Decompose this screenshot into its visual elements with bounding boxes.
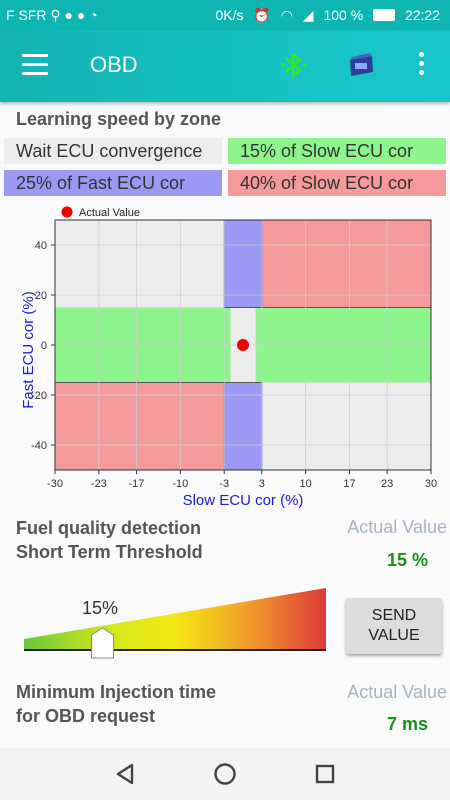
send-label-line2: VALUE <box>368 627 420 644</box>
send-value-button[interactable]: SEND VALUE <box>346 598 442 654</box>
clock: 22:22 <box>404 7 440 23</box>
data-point <box>237 339 249 351</box>
zone-rect <box>224 220 262 308</box>
min-injection-title-line1: Minimum Injection time <box>16 682 217 702</box>
alarm-icon: ⏰ <box>253 7 271 23</box>
learning-title: Learning speed by zone <box>16 109 222 129</box>
x-tick-label: -23 <box>91 478 107 490</box>
fuel-quality-title-line2: Short Term Threshold <box>16 542 203 562</box>
zone-rect <box>55 382 225 470</box>
battery-icon <box>373 9 396 21</box>
y-axis-label: Fast ECU cor (%) <box>20 291 37 409</box>
zone-fast-25: 25% of Fast ECU cor <box>4 170 222 196</box>
zone-label: 15% of Slow ECU cor <box>240 141 414 161</box>
zone-label: 40% of Slow ECU cor <box>240 173 414 193</box>
signal-icon: ◢ <box>302 7 314 23</box>
status-bar: F SFR ⚲ ● ● ◔ 0K/s ⏰ ◠ ◢ 100 % 22:22 <box>0 0 450 30</box>
zone-slow-40: 40% of Slow ECU cor <box>228 170 446 196</box>
y-tick-label: -40 <box>31 440 47 452</box>
zone-rect <box>224 382 262 470</box>
zone-wait-ecu: Wait ECU convergence <box>4 138 222 164</box>
y-tick-label: 0 <box>41 340 47 352</box>
battery-percent: 100 % <box>323 7 364 23</box>
x-tick-label: 17 <box>343 478 355 490</box>
x-tick-label: 3 <box>259 478 265 490</box>
carrier-label: F SFR <box>6 7 47 23</box>
zone-label: Wait ECU convergence <box>16 141 203 161</box>
notification-icons: ● ● ◔ <box>64 7 98 23</box>
x-axis-label: Slow ECU cor (%) <box>183 492 304 509</box>
obd-adapter-icon[interactable] <box>346 50 376 80</box>
menu-icon[interactable] <box>22 54 48 76</box>
slider-thumb <box>91 627 115 659</box>
y-tick-label: -20 <box>31 390 47 402</box>
y-tick-label: 40 <box>35 240 47 252</box>
navigation-bar <box>0 748 450 800</box>
fuel-actual-label: Actual Value <box>347 517 447 537</box>
fuel-quality-title: Fuel quality detection Short Term Thresh… <box>16 516 203 564</box>
send-label-line1: SEND <box>371 607 417 624</box>
status-left: F SFR ⚲ ● ● ◔ <box>6 7 98 24</box>
x-tick-label: 30 <box>425 478 437 490</box>
network-speed: 0K/s <box>215 7 244 23</box>
more-vert-icon[interactable] <box>416 52 426 80</box>
ecu-learning-chart: -30 -23 -17 -10 -3 3 10 17 23 30 -40 -20 0 20 40 Slow E… <box>20 206 437 509</box>
min-injection-title-line2: for OBD request <box>16 706 156 726</box>
app-title: OBD <box>90 52 138 77</box>
legend-marker <box>61 206 73 218</box>
usb-icon: ⚲ <box>50 7 61 23</box>
x-tick-label: -30 <box>47 478 63 490</box>
x-tick-label: 23 <box>381 478 393 490</box>
x-tick-label: -3 <box>219 478 229 490</box>
recents-icon[interactable] <box>314 763 336 785</box>
x-tick-label: -17 <box>129 478 145 490</box>
zone-rect <box>261 220 431 308</box>
bluetooth-icon[interactable] <box>278 48 312 82</box>
zone-label: 25% of Fast ECU cor <box>16 173 186 193</box>
zone-slow-15: 15% of Slow ECU cor <box>228 138 446 164</box>
legend-label: Actual Value <box>79 207 140 219</box>
injection-actual-label: Actual Value <box>347 682 447 702</box>
back-icon[interactable] <box>114 762 136 786</box>
status-right: 0K/s ⏰ ◠ ◢ 100 % 22:22 <box>209 7 440 24</box>
fuel-quality-title-line1: Fuel quality detection <box>16 518 202 538</box>
app-bar: OBD <box>0 30 450 102</box>
slider-gradient-track <box>24 588 326 650</box>
slider-value-label: 15% <box>82 598 119 618</box>
injection-actual-value: 7 ms <box>386 714 428 734</box>
y-tick-label: 20 <box>35 290 47 302</box>
home-icon[interactable] <box>213 762 237 786</box>
x-tick-label: 10 <box>300 478 312 490</box>
wifi-icon: ◠ <box>280 7 293 23</box>
x-tick-label: -10 <box>172 478 188 490</box>
threshold-slider[interactable] <box>0 580 340 660</box>
fuel-actual-value: 15 % <box>386 550 428 570</box>
min-injection-title: Minimum Injection time for OBD request <box>16 680 216 728</box>
